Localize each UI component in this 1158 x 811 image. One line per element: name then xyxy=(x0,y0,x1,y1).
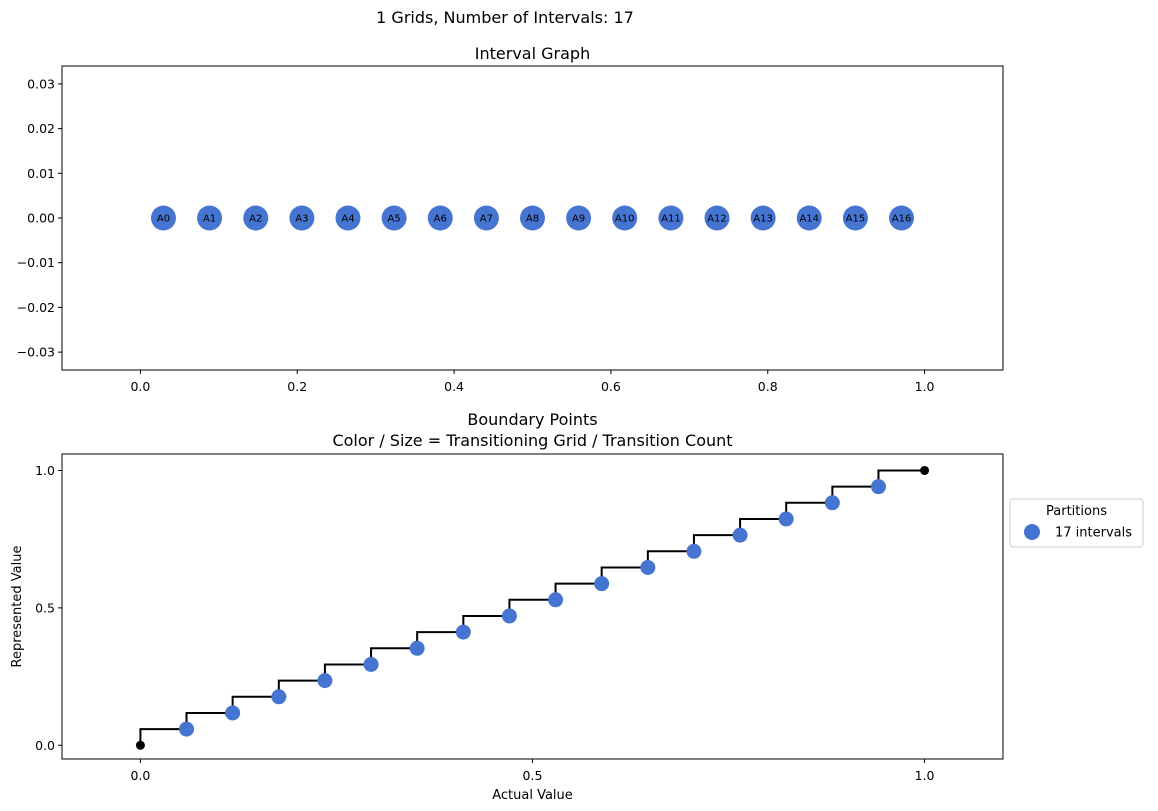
boundary-points-y-ticks: 0.0 0.5 1.0 xyxy=(35,463,62,753)
x-axis-label: Actual Value xyxy=(492,788,573,803)
x-tick-label: 0.0 xyxy=(130,379,150,394)
interval-node xyxy=(612,205,638,231)
boundary-points-axes: Boundary Points Color / Size = Transition… xyxy=(10,410,1144,803)
interval-node xyxy=(335,205,361,231)
y-tick-label: 0.02 xyxy=(27,121,55,136)
y-tick-label: −0.03 xyxy=(17,345,55,360)
legend-marker xyxy=(1024,524,1040,540)
step-function-line xyxy=(139,469,925,746)
interval-node-label: A12 xyxy=(707,214,727,225)
y-tick-label: −0.01 xyxy=(17,255,55,270)
y-tick-label: 0.01 xyxy=(27,166,55,181)
y-tick-label: 0.5 xyxy=(35,600,55,615)
interval-graph-x-ticks: 0.0 0.2 0.4 0.6 0.8 1.0 xyxy=(130,370,935,394)
y-tick-label: 0.00 xyxy=(27,211,55,226)
interval-node xyxy=(427,205,453,231)
boundary-point xyxy=(824,495,840,511)
interval-node xyxy=(381,205,407,231)
x-tick-label: 0.0 xyxy=(130,768,150,783)
boundary-point xyxy=(225,705,241,721)
boundary-point xyxy=(363,656,379,672)
boundary-endpoints xyxy=(135,465,930,750)
endpoint-marker xyxy=(920,465,930,475)
boundary-point xyxy=(640,559,656,575)
interval-node xyxy=(150,205,176,231)
x-tick-label: 1.0 xyxy=(915,768,935,783)
interval-node-label: A13 xyxy=(753,214,773,225)
endpoint-marker xyxy=(135,740,145,750)
interval-node xyxy=(658,205,684,231)
x-tick-label: 0.5 xyxy=(523,768,543,783)
boundary-point xyxy=(594,576,610,592)
interval-node-label: A7 xyxy=(480,214,493,225)
interval-graph-y-ticks: 0.03 0.02 0.01 0.00 −0.01 −0.02 −0.03 xyxy=(17,76,62,360)
boundary-points-title: Boundary Points Color / Size = Transition… xyxy=(332,410,732,450)
interval-node-label: A15 xyxy=(846,214,866,225)
x-tick-label: 0.2 xyxy=(287,379,307,394)
interval-node xyxy=(750,205,776,231)
interval-node-label: A3 xyxy=(295,214,308,225)
boundary-point xyxy=(179,721,195,737)
boundary-point xyxy=(732,527,748,543)
interval-node-label: A2 xyxy=(249,214,262,225)
boundary-point xyxy=(271,689,287,705)
interval-node-label: A10 xyxy=(615,214,635,225)
boundary-point xyxy=(870,479,886,495)
y-tick-label: −0.02 xyxy=(17,300,55,315)
interval-node xyxy=(197,205,223,231)
interval-node xyxy=(520,205,545,231)
x-tick-label: 0.8 xyxy=(758,379,778,394)
interval-node-label: A1 xyxy=(203,214,216,225)
interval-node-label: A14 xyxy=(799,214,819,225)
interval-node-label: A9 xyxy=(572,214,585,225)
x-tick-label: 0.4 xyxy=(444,379,464,394)
legend: Partitions 17 intervals xyxy=(1009,498,1144,548)
interval-node-label: A4 xyxy=(341,214,354,225)
boundary-point xyxy=(686,543,702,559)
interval-node xyxy=(243,205,269,231)
legend-title: Partitions xyxy=(1046,504,1107,519)
boundary-point xyxy=(778,511,794,527)
interval-node-label: A6 xyxy=(434,214,447,225)
boundary-point xyxy=(409,640,425,656)
interval-node-label: A0 xyxy=(157,214,170,225)
interval-node xyxy=(704,205,730,231)
legend-box xyxy=(1009,498,1144,548)
y-tick-label: 0.0 xyxy=(35,738,55,753)
interval-graph-axes: Interval Graph 0.0 0.2 0.4 0.6 0.8 1.0 0.030.… xyxy=(17,44,1004,394)
boundary-point xyxy=(501,608,517,624)
interval-node-label: A5 xyxy=(387,214,400,225)
interval-node xyxy=(796,205,822,231)
y-axis-label: Represented Value xyxy=(10,546,25,668)
y-tick-label: 1.0 xyxy=(35,463,55,478)
interval-graph-points: A0 A1 A2 A3 A4 A5 A6 A7 A8 A9 A10 A11 A12 A13 A14 A15 A1… xyxy=(150,205,915,231)
interval-node-label: A11 xyxy=(661,214,681,225)
interval-graph-title: Interval Graph xyxy=(475,44,590,63)
legend-entry-label: 17 intervals xyxy=(1055,526,1132,541)
interval-node xyxy=(842,205,868,231)
boundary-point xyxy=(317,673,333,689)
figure-suptitle: 1 Grids, Number of Intervals: 17 xyxy=(376,8,634,27)
y-tick-label: 0.03 xyxy=(27,76,55,91)
boundary-point xyxy=(455,624,471,640)
x-tick-label: 1.0 xyxy=(915,379,935,394)
x-tick-label: 0.6 xyxy=(601,379,621,394)
interval-node xyxy=(289,205,315,231)
boundary-point xyxy=(548,592,564,608)
boundary-points xyxy=(179,479,886,737)
interval-node-label: A16 xyxy=(892,214,912,225)
interval-node xyxy=(889,205,915,231)
interval-node xyxy=(473,205,499,231)
interval-node-label: A8 xyxy=(526,214,539,225)
interval-node xyxy=(566,205,592,231)
boundary-points-x-ticks: 0.0 0.5 1.0 xyxy=(130,759,935,783)
